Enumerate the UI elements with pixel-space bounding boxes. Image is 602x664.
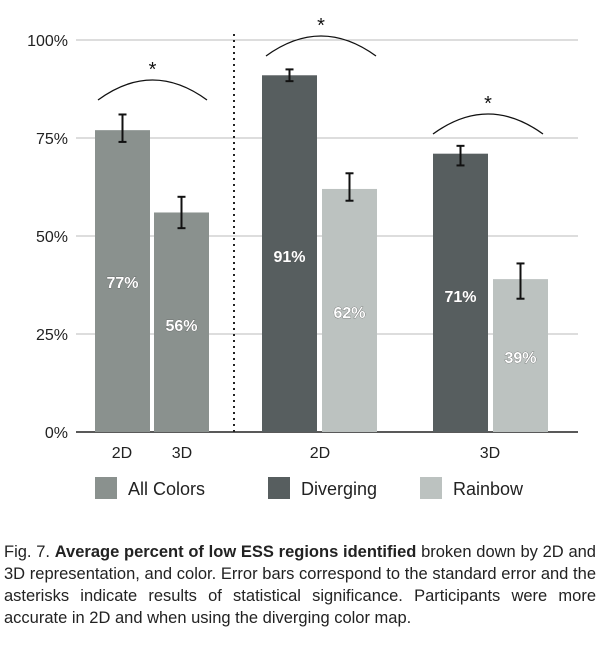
y-tick-label: 75%	[36, 131, 68, 148]
y-axis-ticks: 0% 25% 50% 75% 100%	[27, 33, 68, 442]
legend-swatch	[268, 477, 290, 499]
value-label: 91%	[273, 249, 305, 266]
figure-caption: Fig. 7. Average percent of low ESS regio…	[4, 541, 596, 629]
y-tick-label: 0%	[45, 425, 68, 442]
bar	[262, 75, 317, 432]
legend-label: Rainbow	[453, 479, 524, 499]
significance-asterisk: *	[317, 15, 325, 37]
legend-label: All Colors	[128, 479, 205, 499]
bar	[493, 279, 548, 432]
significance-asterisk: *	[484, 93, 492, 115]
value-label: 77%	[106, 275, 138, 292]
legend: All Colors Diverging Rainbow	[95, 477, 524, 499]
caption-prefix: Fig. 7.	[4, 543, 55, 561]
x-tick-label: 2D	[310, 445, 330, 462]
significance-bracket	[265, 35, 377, 57]
x-tick-label: 3D	[480, 445, 500, 462]
value-label: 56%	[165, 318, 197, 335]
bar	[154, 212, 209, 432]
x-tick-label: 3D	[172, 445, 192, 462]
error-bars	[118, 68, 525, 300]
y-tick-label: 25%	[36, 327, 68, 344]
legend-swatch	[420, 477, 442, 499]
value-label: 39%	[504, 350, 536, 367]
value-labels: 77% 56% 91% 62% 71% 39%	[106, 249, 537, 368]
significance-asterisk: *	[149, 59, 157, 81]
x-tick-label: 2D	[112, 445, 132, 462]
bar	[95, 130, 150, 432]
significance-brackets: * * *	[97, 15, 544, 135]
x-axis-labels: 2D 3D 2D 3D	[112, 445, 500, 462]
value-label: 71%	[444, 289, 476, 306]
y-tick-label: 100%	[27, 33, 68, 50]
legend-swatch	[95, 477, 117, 499]
legend-label: Diverging	[301, 479, 377, 499]
bar	[433, 153, 488, 432]
bar	[322, 188, 377, 432]
caption-rest: broken down by 2D and 3D representation,…	[4, 543, 596, 627]
value-label: 62%	[333, 305, 365, 322]
bar-chart: 0% 25% 50% 75% 100% 77% 56% 91% 62% 71% 39% * * * 2…	[27, 15, 578, 499]
significance-bracket	[97, 79, 208, 101]
y-tick-label: 50%	[36, 229, 68, 246]
significance-bracket	[432, 113, 544, 135]
bars	[95, 75, 548, 432]
caption-bold: Average percent of low ESS regions ident…	[54, 543, 417, 561]
